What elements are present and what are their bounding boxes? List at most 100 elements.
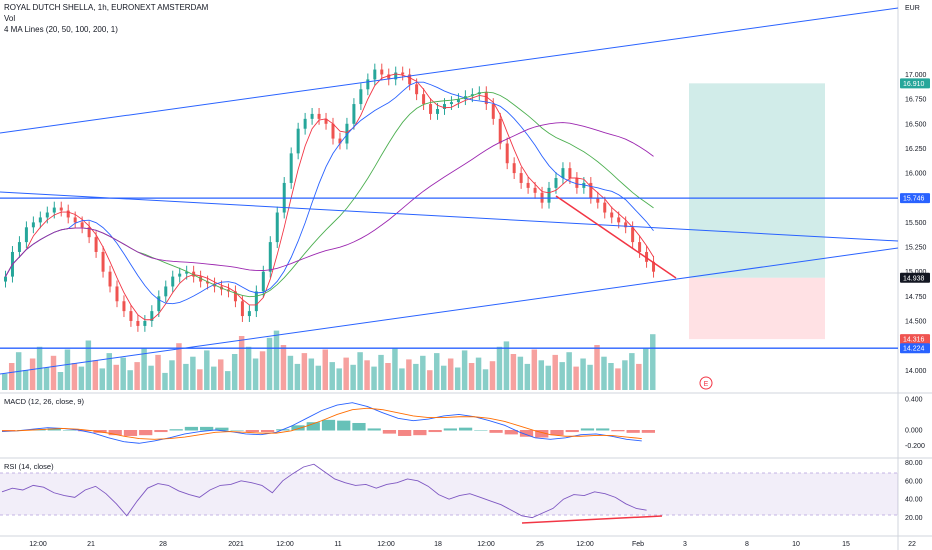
volume-bar [169,360,175,390]
stop-zone[interactable] [689,277,825,340]
time-tick-label: 3 [683,541,687,548]
candle-body [310,113,314,119]
volume-bar [162,372,168,390]
volume-bar [608,363,614,390]
time-tick-label: 12:00 [576,541,594,548]
volume-bar [252,358,259,390]
candle-body [561,168,565,179]
candle-body [108,271,112,287]
macd-histogram-bar [291,425,305,431]
macd-histogram-bar [443,428,457,431]
volume-bar [531,349,538,390]
macd-histogram-bar [519,430,534,437]
volume-bar [85,340,92,390]
candle-body [652,261,656,272]
volume-bar [301,353,308,390]
volume-bar [280,345,287,390]
candle-body [317,113,321,119]
volume-bar [287,355,294,390]
volume-bar [510,354,517,390]
time-tick-label: 12:00 [29,541,47,548]
lower-trend-line[interactable] [0,247,899,375]
target-zone[interactable] [689,83,825,278]
macd-histogram-bar [580,428,595,431]
macd-histogram-bar [367,428,381,431]
volume-bar [615,368,621,390]
price-badge [900,193,930,204]
candle-body [101,251,105,272]
candle-body [617,217,621,223]
price-axis: 17.000 16.750 16.500 16.250 16.000 15.500 15.2… [905,72,927,522]
descending-trend-line[interactable] [0,191,899,242]
macd-histogram-bar [200,426,214,431]
candle-body [87,227,91,238]
candle-body [519,173,523,183]
candle-body [394,72,398,80]
candle-body [199,276,203,282]
price-tick-label: 14.000 [905,368,927,375]
macd-label: MACD (12, 26, close, 9) [4,397,85,406]
volume-bar [106,353,112,390]
candle-body [115,286,119,302]
price-badge-label: 14.224 [903,346,925,353]
candle-body [505,143,509,164]
candle-body [45,212,49,218]
price-tick-label: 14.750 [905,294,927,301]
price-badge-label: 14.316 [903,337,925,344]
candle-body [143,320,147,326]
candle-body [380,69,384,75]
volume-bar [350,364,356,390]
volume-bar [141,347,147,390]
candle-body [192,271,196,277]
upper-trend-line[interactable] [0,7,899,134]
rsi-pane [1,463,647,519]
candle-body [254,291,258,312]
candle-body [366,79,370,90]
price-tick-label: 15.500 [905,220,927,227]
candle-body [52,207,56,213]
volume-bar [580,358,586,390]
moving-averages [5,73,654,321]
price-tick-label: 15.000 [905,269,927,276]
time-tick-label: 28 [159,541,167,548]
macd-histogram-bar [169,429,183,431]
macd-histogram-bar [382,430,397,434]
volume-bar [650,334,656,390]
price-tick-label: 15.250 [905,245,927,252]
time-tick-label: 12:00 [377,541,395,548]
candle-body [240,301,244,317]
volume-bar [78,366,85,390]
candle-body [185,271,189,274]
volume-bar [566,352,572,390]
candle-body [289,153,293,183]
price-badge-label: 16.910 [903,81,925,88]
candle-body [233,291,237,302]
volume-bar [524,363,531,390]
candle-body [324,118,328,124]
candle-body [449,102,453,105]
rsi-label: RSI (14, close) [4,462,54,471]
macd-line [1,402,642,444]
price-tick-label: 16.250 [905,146,927,153]
volume-bar [343,357,349,390]
price-divergence-line[interactable] [555,195,677,279]
volume-bar [461,350,468,390]
volume-bar [406,359,412,390]
candle-body [575,178,579,188]
volume-bar [57,372,64,390]
volume-bar [468,363,475,390]
candle-body [568,168,572,179]
volume-bar [273,330,280,390]
candle-body [422,94,426,105]
ma50-line [5,81,654,305]
macd-histogram-bar [306,422,320,431]
macd-histogram-bar [337,420,351,431]
volume-bar [329,362,335,390]
price-badges: 16.910 15.746 14.938 14.316 14.224 [900,78,930,354]
candle-body [436,108,440,114]
candle-body [296,128,300,154]
candle-body [589,182,593,198]
rsi-divergence-line[interactable] [521,515,663,524]
earnings-marker[interactable]: E [699,376,713,390]
